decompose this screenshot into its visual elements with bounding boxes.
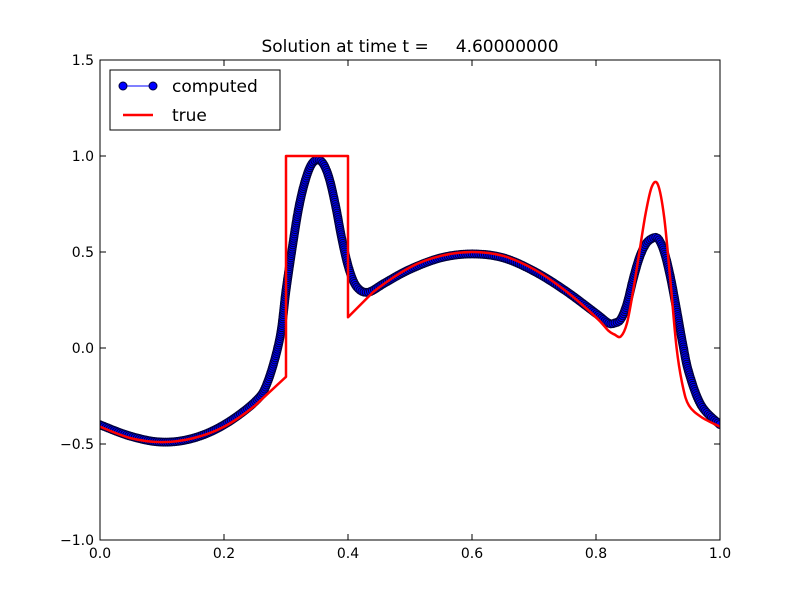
legend-box [109,69,281,131]
x-tick-label: 0.2 [213,546,235,562]
legend-computed-marker-right [148,81,158,91]
x-tick-label: 0.4 [337,546,359,562]
x-tick-label: 0.6 [461,546,483,562]
legend: computed true [109,69,281,131]
y-tick-label: −0.5 [60,437,94,453]
series-layer [100,154,720,447]
y-tick-label: −1.0 [60,533,94,549]
y-tick-label: 0.0 [72,341,94,357]
x-tick-label: 1.0 [709,546,731,562]
y-tick-label: 1.0 [72,149,94,165]
legend-computed-label: computed [172,77,258,97]
y-tick-label: 1.5 [72,53,94,69]
ticks-layer: 0.0 0.2 0.4 0.6 0.8 1.0 −1.0 −0.5 0.0 0.5 1.0 1.5 [60,53,731,562]
legend-true-label: true [172,106,207,126]
x-tick-label: 0.8 [585,546,607,562]
series-true [100,154,720,444]
y-tick-label: 0.5 [72,245,94,261]
series-true-line [100,154,720,444]
plot-border [99,59,721,541]
legend-computed-marker-left [118,81,128,91]
x-tick-label: 0.0 [89,546,111,562]
plot-area [100,60,720,540]
chart-title: Solution at time t = 4.60000000 [261,37,558,57]
